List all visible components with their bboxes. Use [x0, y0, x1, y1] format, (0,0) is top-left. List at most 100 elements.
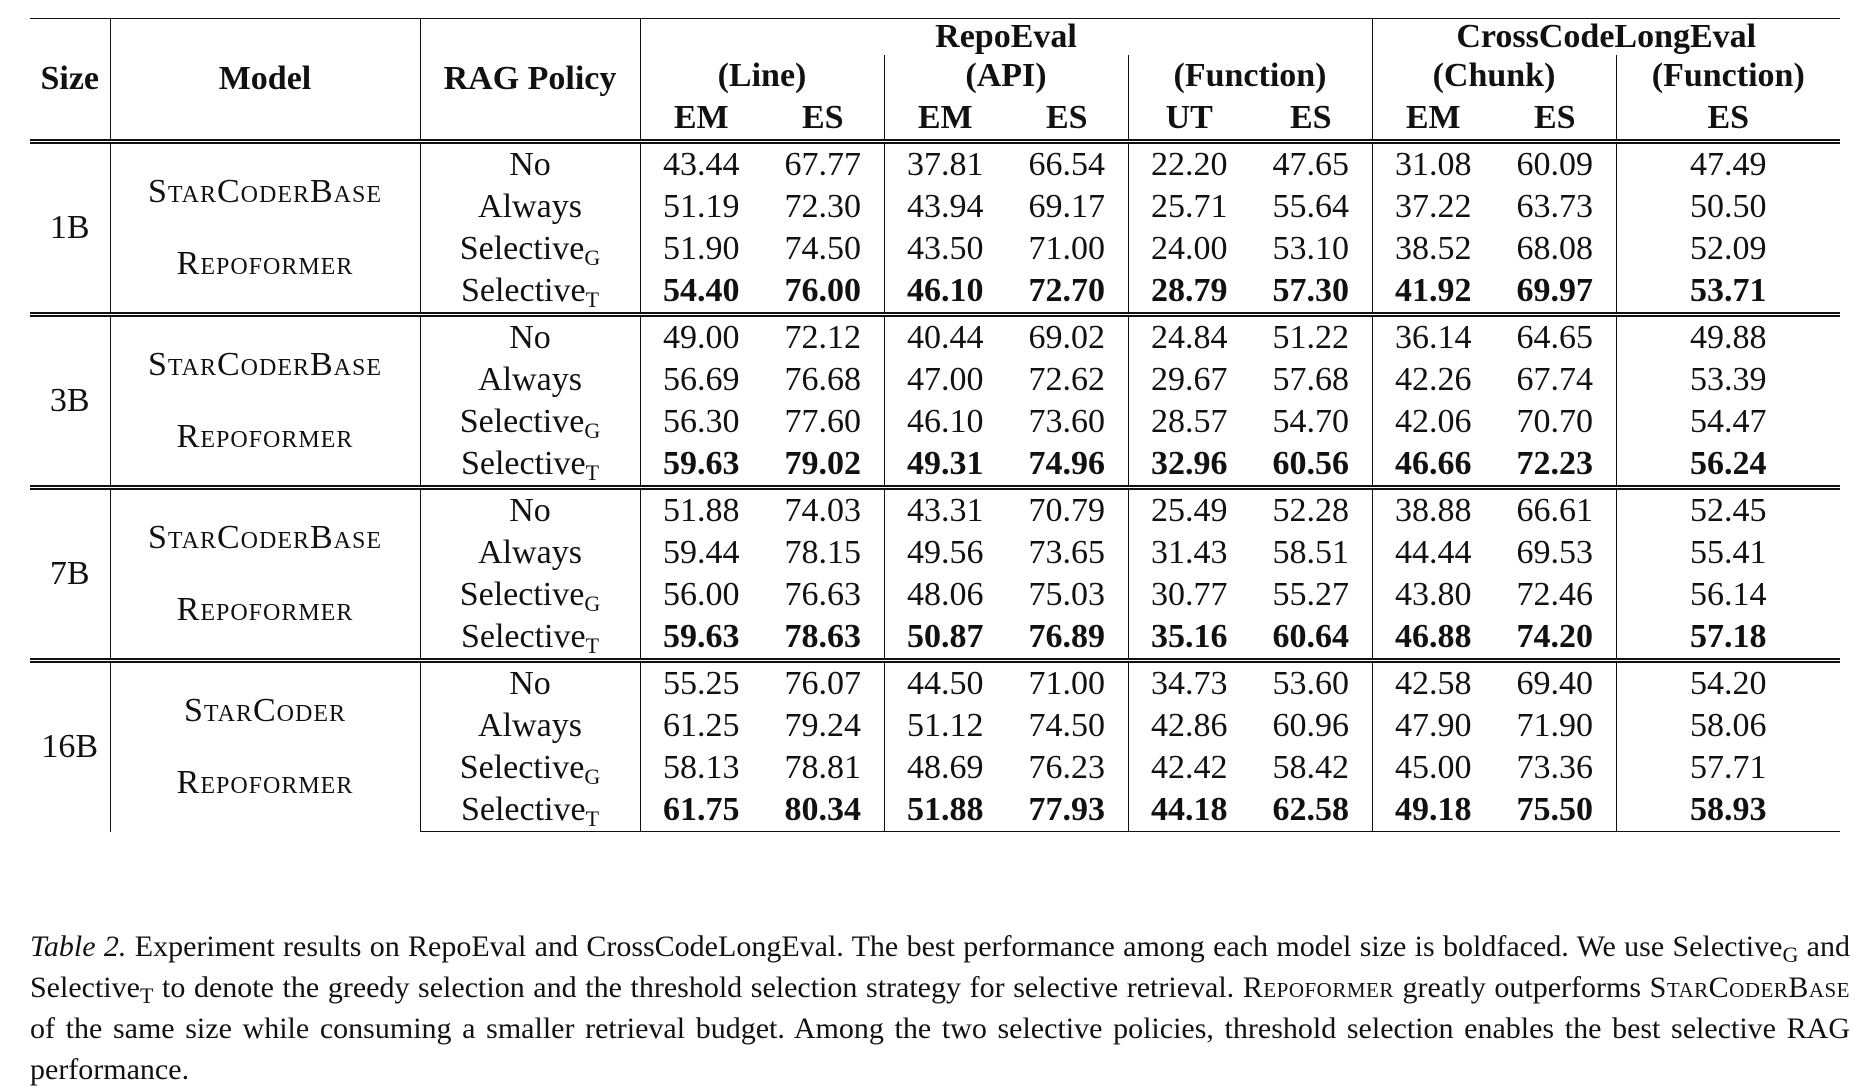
table-row: SelectiveG 56.00 76.63 48.06 75.03 30.77 55.27… — [30, 574, 1840, 616]
value-cell: 51.12 — [907, 707, 984, 744]
value-cell: 36.14 — [1372, 312, 1494, 359]
value-cell: 35.16 — [1128, 616, 1250, 661]
value-cell: 69.17 — [1006, 186, 1129, 228]
model-cell: StarCoder Repoformer — [110, 658, 421, 832]
value-cell: 69.40 — [1494, 658, 1617, 705]
value-cell: 75.03 — [1006, 574, 1129, 616]
value-cell: 25.71 — [1151, 188, 1228, 225]
value-cell: 43.31 — [884, 485, 1006, 532]
value-cell: 63.73 — [1494, 186, 1617, 228]
value-cell: 45.00 — [1395, 749, 1472, 786]
value-cell: 76.63 — [762, 574, 885, 616]
value-cell: 77.93 — [1006, 789, 1129, 832]
table-row: 3B StarCoderBase Repoformer No 49.00 72.12 40.… — [30, 312, 1841, 488]
policy-name: No — [509, 146, 551, 183]
table-row: SelectiveG 51.90 74.50 43.50 71.00 24.00 53.10… — [30, 228, 1840, 270]
model-name: StarCoderBase — [147, 519, 382, 556]
policy-subscript: G — [584, 418, 601, 443]
policy-name: Always — [478, 534, 582, 571]
policy-cell: Always — [420, 186, 641, 228]
caption-text: to denote the greedy selection and the t… — [153, 971, 1243, 1004]
value-cell: 59.63 — [640, 443, 762, 488]
header-rag-policy: RAG Policy — [420, 18, 641, 142]
value-cell: 37.81 — [884, 139, 1006, 186]
value-cell: 77.60 — [762, 401, 885, 443]
value-cell: 68.08 — [1494, 228, 1617, 270]
header-metric: UT — [1128, 97, 1250, 142]
value-cell: 49.31 — [884, 443, 1006, 488]
header-subset-cc-function: (Function) — [1651, 57, 1805, 94]
value-cell: 43.94 — [907, 188, 984, 225]
policy-name: Always — [478, 188, 582, 225]
model-name: StarCoderBase — [147, 173, 382, 210]
policy-name: No — [509, 665, 551, 702]
value-cell: 51.88 — [640, 485, 762, 532]
value-cell: 79.02 — [762, 443, 885, 488]
value-cell: 72.30 — [762, 186, 885, 228]
value-cell: 28.79 — [1128, 270, 1250, 315]
value-cell: 42.26 — [1395, 361, 1472, 398]
value-cell: 74.20 — [1494, 616, 1617, 661]
value-cell: 66.61 — [1494, 485, 1617, 532]
value-cell: 32.96 — [1128, 443, 1250, 488]
policy-name: Selective — [460, 618, 586, 655]
value-cell: 54.47 — [1690, 403, 1767, 440]
value-cell: 70.70 — [1494, 401, 1617, 443]
value-cell: 78.15 — [762, 532, 885, 574]
value-cell: 48.06 — [907, 576, 984, 613]
value-cell: 47.49 — [1616, 139, 1841, 186]
value-cell: 58.93 — [1616, 789, 1841, 832]
value-cell: 49.00 — [640, 312, 762, 359]
caption-text: greatly outperforms — [1393, 971, 1650, 1004]
value-cell: 52.28 — [1250, 485, 1373, 532]
size-cell: 7B — [30, 485, 111, 661]
policy-name: Selective — [460, 445, 586, 482]
header-metric: EM — [1372, 97, 1494, 142]
value-cell: 76.23 — [1006, 747, 1129, 789]
value-cell: 73.65 — [1006, 532, 1129, 574]
value-cell: 42.58 — [1372, 658, 1494, 705]
value-cell: 48.69 — [907, 749, 984, 786]
policy-cell: SelectiveG — [420, 747, 641, 789]
value-cell: 76.07 — [762, 658, 885, 705]
model-name: Repoformer — [176, 764, 354, 802]
value-cell: 60.09 — [1494, 139, 1617, 186]
value-cell: 47.65 — [1250, 139, 1373, 186]
policy-cell: SelectiveT — [420, 443, 641, 488]
value-cell: 69.97 — [1494, 270, 1617, 315]
value-cell: 50.87 — [884, 616, 1006, 661]
value-cell: 30.77 — [1151, 576, 1228, 613]
value-cell: 74.96 — [1006, 443, 1129, 488]
table-row: SelectiveG 58.13 78.81 48.69 76.23 42.42 58.42… — [30, 747, 1840, 789]
policy-cell: SelectiveG — [420, 228, 641, 270]
policy-name: Selective — [459, 749, 585, 786]
value-cell: 56.14 — [1690, 576, 1767, 613]
value-cell: 47.00 — [907, 361, 984, 398]
value-cell: 59.44 — [663, 534, 740, 571]
value-cell: 58.06 — [1690, 707, 1767, 744]
policy-name: Always — [478, 707, 582, 744]
value-cell: 56.00 — [663, 576, 740, 613]
model-name: Repoformer — [176, 591, 354, 628]
table-caption: Table 2. Experiment results on RepoEval … — [30, 926, 1850, 1090]
policy-subscript: G — [584, 591, 601, 616]
value-cell: 74.50 — [762, 228, 885, 270]
header-metric: ES — [1494, 97, 1617, 142]
policy-cell: SelectiveT — [420, 789, 641, 832]
value-cell: 74.03 — [762, 485, 885, 532]
value-cell: 25.49 — [1128, 485, 1250, 532]
size-cell: 16B — [30, 658, 111, 832]
header-row-subsets: (Line) (API) (Function) (Chunk) (Functio… — [30, 55, 1840, 97]
header-benchmark-crosscodelongeval: CrossCodeLongEval — [1372, 18, 1841, 55]
value-cell: 79.24 — [762, 705, 885, 747]
model-name: Repoformer — [176, 245, 354, 282]
table-row: 7B StarCoderBase Repoformer No 51.88 74.03 43.… — [30, 485, 1841, 661]
value-cell: 73.60 — [1006, 401, 1129, 443]
policy-name: Selective — [459, 576, 585, 613]
policy-name: Always — [478, 361, 582, 398]
value-cell: 46.88 — [1372, 616, 1494, 661]
header-metric: ES — [1250, 97, 1373, 142]
value-cell: 49.56 — [907, 534, 984, 571]
value-cell: 60.64 — [1250, 616, 1373, 661]
table-row: 1B StarCoderBase Repoformer No 43.44 67.77 37.… — [30, 139, 1841, 315]
